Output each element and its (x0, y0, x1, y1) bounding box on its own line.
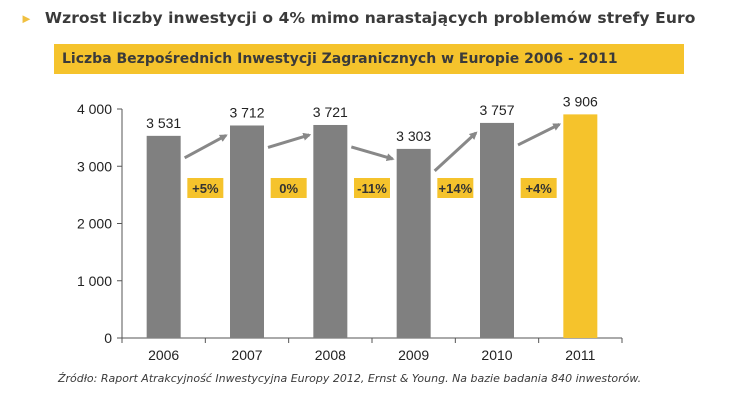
source-note: Źródło: Raport Atrakcyjność Inwestycyjna… (58, 372, 642, 385)
category-label-2008: 2008 (315, 347, 346, 363)
value-label-2009: 3 303 (396, 128, 431, 144)
headline: ► Wzrost liczby inwestycji o 4% mimo nar… (20, 6, 695, 30)
bar-2006 (146, 135, 181, 338)
change-label: +14% (439, 181, 473, 196)
y-tick-label: 3 000 (77, 158, 112, 174)
headline-text: Wzrost liczby inwestycji o 4% mimo naras… (44, 9, 696, 27)
category-label-2009: 2009 (398, 347, 429, 363)
change-arrow (433, 131, 478, 173)
bar-2007 (230, 125, 264, 338)
category-label-2007: 2007 (231, 347, 262, 363)
triangle-bullet-icon: ► (20, 10, 33, 26)
y-tick-label: 1 000 (77, 273, 112, 289)
bar-2009 (396, 148, 431, 338)
category-label-2011: 2011 (565, 347, 595, 363)
y-tick-label: 2 000 (77, 216, 112, 232)
y-tick-label: 0 (104, 330, 112, 346)
bar-2008 (313, 124, 348, 338)
change-badge (520, 178, 557, 198)
bar-2011 (563, 114, 598, 338)
bar-2010 (480, 122, 514, 339)
change-label: -11% (357, 181, 387, 196)
value-label-2011: 3 906 (563, 93, 598, 109)
value-label-2007: 3 712 (229, 104, 264, 120)
change-label: +5% (192, 181, 219, 196)
chart-title: Liczba Bezpośrednich Inwestycji Zagranic… (62, 51, 618, 67)
value-label-2008: 3 721 (313, 104, 348, 120)
change-badge (270, 178, 307, 198)
value-label-2006: 3 531 (146, 115, 181, 131)
change-label: 0% (279, 181, 298, 196)
change-arrow (517, 123, 562, 147)
y-tick-label: 4 000 (77, 101, 112, 117)
change-badge (437, 178, 474, 198)
change-badge (187, 178, 224, 198)
chart-title-bar: Liczba Bezpośrednich Inwestycji Zagranic… (54, 44, 684, 74)
change-arrow (183, 134, 228, 160)
change-badge (354, 178, 390, 198)
change-label: +4% (525, 181, 552, 196)
category-label-2006: 2006 (148, 347, 179, 363)
category-label-2010: 2010 (481, 347, 512, 363)
change-arrow (267, 132, 312, 149)
change-arrow (350, 145, 395, 162)
value-label-2010: 3 757 (479, 102, 514, 118)
